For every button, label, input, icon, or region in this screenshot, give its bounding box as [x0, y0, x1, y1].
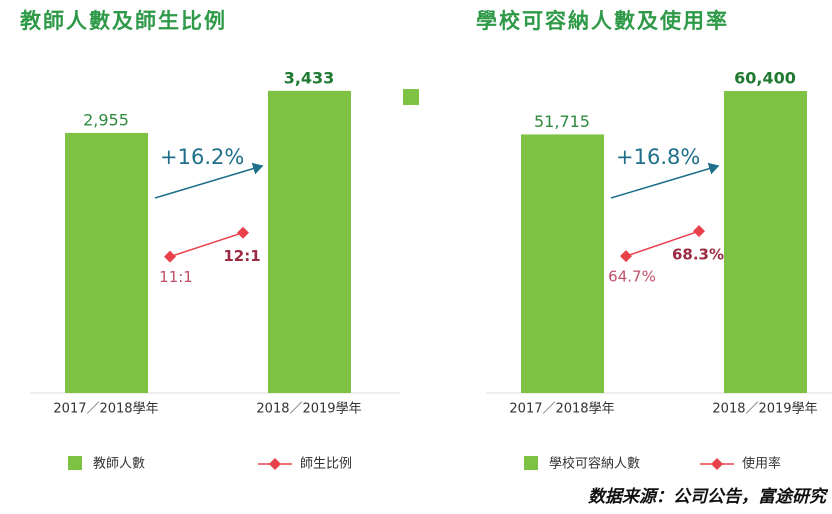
decoration-square: [403, 89, 419, 105]
legend-swatch: [68, 456, 82, 470]
bar: [724, 91, 807, 393]
growth-label: +16.2%: [160, 145, 244, 169]
line: [169, 231, 244, 258]
line: [625, 230, 700, 257]
legend-swatch: [524, 456, 538, 470]
x-tick-label: 2018／2019學年: [256, 402, 361, 417]
value-label: 51,715: [534, 112, 590, 131]
value-label: 12:1: [223, 247, 260, 265]
bar: [65, 132, 148, 393]
line-marker: [620, 250, 632, 263]
line-marker: [693, 225, 705, 238]
legend-label: 教師人數: [93, 456, 145, 472]
value-label: 3,433: [284, 68, 335, 87]
value-label: 11:1: [159, 268, 193, 286]
growth-arrow: [154, 162, 264, 199]
growth-arrow: [610, 162, 720, 199]
x-tick-label: 2018／2019學年: [712, 402, 817, 417]
legend-label: 學校可容納人數: [549, 456, 640, 472]
value-label: 68.3%: [672, 246, 724, 264]
chart-title: 教師人數及師生比例: [20, 9, 227, 33]
bar: [268, 90, 351, 393]
value-label: 60,400: [734, 69, 796, 88]
legend-marker: [711, 458, 723, 470]
line-marker: [164, 250, 176, 263]
legend-label: 師生比例: [300, 457, 352, 472]
chart-title: 學校可容納人數及使用率: [476, 9, 729, 33]
x-tick-label: 2017／2018學年: [509, 402, 614, 417]
x-tick-label: 2017／2018學年: [53, 402, 158, 417]
growth-label: +16.8%: [616, 145, 700, 169]
bar: [521, 134, 604, 394]
value-label: 64.7%: [608, 268, 656, 286]
legend-marker: [269, 458, 281, 470]
legend-label: 使用率: [742, 456, 781, 472]
source: 数据来源：公司公告，富途研究: [588, 487, 829, 507]
value-label: 2,955: [83, 110, 129, 129]
line-marker: [237, 226, 249, 239]
